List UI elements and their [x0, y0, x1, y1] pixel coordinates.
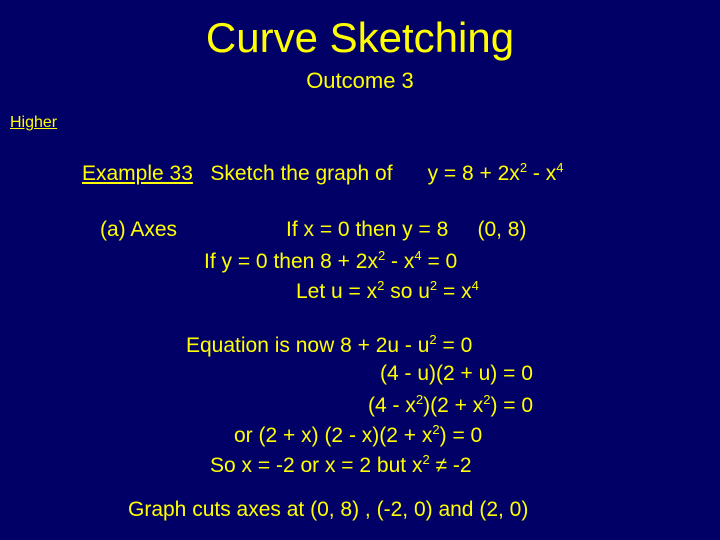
line-3: Let u = x2 so u2 = x4	[296, 278, 479, 304]
outcome-label: Outcome 3	[0, 68, 720, 94]
line-4: Equation is now 8 + 2u - u2 = 0	[186, 332, 472, 358]
example-line: Example 33 Sketch the graph of y = 8 + 2…	[82, 160, 563, 186]
line-8: So x = -2 or x = 2 but x2 ≠ -2	[210, 452, 472, 478]
axes-label: (a) Axes	[100, 218, 177, 242]
line-5: (4 - u)(2 + u) = 0	[380, 362, 533, 386]
example-text	[199, 162, 211, 185]
slide-title: Curve Sketching	[0, 0, 720, 62]
line-2: If y = 0 then 8 + 2x2 - x4 = 0	[204, 248, 457, 274]
higher-label: Higher	[10, 114, 57, 132]
line-9: Graph cuts axes at (0, 8) , (-2, 0) and …	[128, 498, 528, 522]
line-1: If x = 0 then y = 8 (0, 8)	[286, 218, 526, 242]
line-6: (4 - x2)(2 + x2) = 0	[368, 392, 533, 418]
example-label: Example 33	[82, 162, 193, 185]
line-7: or (2 + x) (2 - x)(2 + x2) = 0	[234, 422, 482, 448]
